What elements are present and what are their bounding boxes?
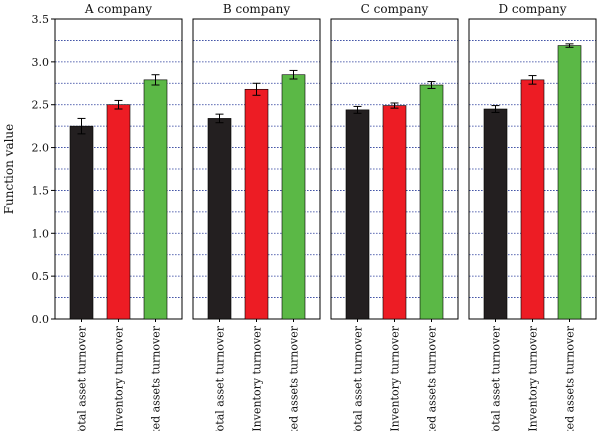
- y-tick-label: 2.0: [32, 142, 50, 155]
- bar-inventory-turnover: [382, 105, 407, 320]
- bar-inventory-turnover: [520, 79, 545, 320]
- category-label: Fixed assets turnover: [150, 325, 163, 431]
- bar-fixed-assets-turnover: [557, 45, 582, 320]
- y-tick-label: 3.5: [32, 13, 50, 26]
- category-label: Total asset turnover: [214, 325, 227, 431]
- panel-d: D company Total asset turnover Inventory t…: [468, 2, 597, 431]
- category-label: Inventory turnover: [527, 325, 540, 431]
- panel-b: B company Total asset turnover Inventory t…: [192, 2, 321, 431]
- category-label: Fixed assets turnover: [564, 325, 577, 431]
- category-label: Fixed assets turnover: [288, 325, 301, 431]
- panels-layer: A company Total asset turnover Inventory t…: [32, 2, 597, 431]
- y-axis-title: Function value: [2, 124, 16, 215]
- panel-c: C company Total asset turnover Inventory t…: [330, 2, 459, 431]
- y-tick-label: 1.5: [32, 184, 50, 197]
- y-tick-label: 1.0: [32, 227, 50, 240]
- category-label: Inventory turnover: [389, 325, 402, 431]
- bar-total-asset-turnover: [207, 118, 232, 320]
- bar-total-asset-turnover: [345, 109, 370, 320]
- bar-inventory-turnover: [106, 104, 131, 320]
- category-label: Total asset turnover: [352, 325, 365, 431]
- bar-fixed-assets-turnover: [419, 84, 444, 320]
- bar-fixed-assets-turnover: [281, 74, 306, 320]
- panel-title: C company: [361, 2, 429, 16]
- y-tick-label: 0.5: [32, 270, 50, 283]
- category-label: Inventory turnover: [251, 325, 264, 431]
- bar-inventory-turnover: [244, 88, 269, 320]
- bar-fixed-assets-turnover: [143, 79, 168, 320]
- panel-a: A company Total asset turnover Inventory t…: [54, 2, 183, 431]
- panel-title: D company: [498, 2, 566, 16]
- category-label: Fixed assets turnover: [426, 325, 439, 431]
- category-label: Inventory turnover: [113, 325, 126, 431]
- y-tick-label: 2.5: [32, 99, 50, 112]
- category-label: Total asset turnover: [76, 325, 89, 431]
- bar-total-asset-turnover: [69, 125, 94, 320]
- panel-title: B company: [223, 2, 291, 16]
- y-tick-label: 0.0: [32, 313, 50, 326]
- bar-total-asset-turnover: [483, 108, 508, 320]
- y-tick-label: 3.0: [32, 56, 50, 69]
- panel-title: A company: [84, 2, 152, 16]
- category-label: Total asset turnover: [490, 325, 503, 431]
